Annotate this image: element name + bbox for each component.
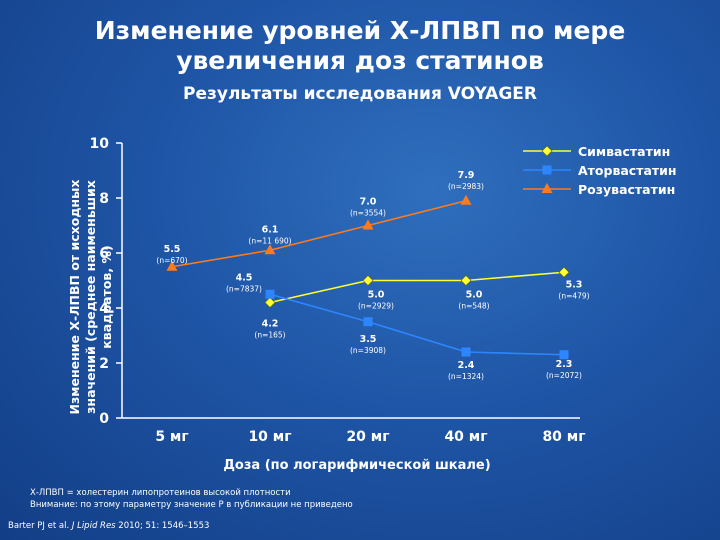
reference-authors: Barter PJ et al.	[8, 521, 72, 531]
y-tick-label: 8	[99, 191, 109, 207]
rosuvastatin-value-label: 7.0	[360, 197, 377, 208]
simvastatin-value-label: 4.2	[262, 319, 279, 330]
rosuvastatin-value-label: 6.1	[262, 224, 279, 235]
simvastatin-value-label: 5.0	[466, 290, 483, 301]
reference-journal: J Lipid Res	[71, 521, 116, 531]
atorvastatin-point	[265, 289, 275, 299]
slide-subtitle: Результаты исследования VOYAGER	[183, 84, 537, 104]
rosuvastatin-point	[166, 260, 178, 271]
legend-marker-atorvastatin	[542, 165, 552, 175]
atorvastatin-n-label: (n=7837)	[226, 284, 262, 293]
title-line-2: увеличения доз статинов	[176, 46, 544, 75]
atorvastatin-value-label: 4.5	[236, 272, 253, 283]
atorvastatin-point	[559, 350, 569, 360]
y-tick-label: 10	[90, 136, 110, 152]
atorvastatin-n-label: (n=3908)	[350, 346, 386, 355]
rosuvastatin-value-label: 7.9	[458, 170, 475, 181]
x-tick-label: 20 мг	[346, 429, 389, 445]
simvastatin-value-label: 5.0	[368, 290, 385, 301]
simvastatin-point	[264, 297, 276, 308]
simvastatin-n-label: (n=2929)	[358, 302, 394, 311]
rosuvastatin-point	[460, 194, 472, 205]
legend-label-rosuvastatin: Розувастатин	[578, 182, 675, 197]
simvastatin-n-label: (n=165)	[254, 331, 285, 340]
simvastatin-point	[460, 275, 472, 286]
rosuvastatin-n-label: (n=2983)	[448, 182, 484, 191]
x-tick-label: 10 мг	[248, 429, 291, 445]
atorvastatin-value-label: 2.4	[458, 360, 475, 371]
atorvastatin-point	[363, 317, 373, 327]
x-tick-label: 80 мг	[542, 429, 585, 445]
rosuvastatin-line	[171, 199, 467, 268]
x-axis-label: Доза (по логарифмической шкале)	[223, 458, 490, 473]
atorvastatin-value-label: 3.5	[360, 334, 377, 345]
simvastatin-point	[558, 266, 570, 278]
legend-marker-simvastatin	[541, 145, 553, 157]
atorvastatin-n-label: (n=1324)	[448, 372, 484, 381]
x-tick-label: 5 мг	[155, 429, 188, 445]
simvastatin-line	[269, 271, 565, 304]
title-line-1: Изменение уровней Х-ЛПВП по мере	[94, 16, 626, 45]
atorvastatin-point	[461, 347, 471, 357]
y-tick-label: 0	[99, 411, 109, 427]
x-tick-label: 40 мг	[444, 429, 487, 445]
legend-label-simvastatin: Симвастатин	[578, 144, 670, 159]
reference-citation: Barter PJ et al. J Lipid Res 2010; 51: 1…	[8, 521, 209, 531]
rosuvastatin-value-label: 5.5	[164, 244, 181, 255]
simvastatin-n-label: (n=479)	[558, 291, 589, 300]
rosuvastatin-point	[264, 244, 276, 255]
simvastatin-n-label: (n=548)	[458, 302, 489, 311]
rosuvastatin-n-label: (n=11 690)	[248, 236, 291, 245]
slide-title: Изменение уровней Х-ЛПВП по мере увеличе…	[0, 16, 720, 76]
atorvastatin-n-label: (n=2072)	[546, 371, 582, 380]
rosuvastatin-n-label: (n=3554)	[350, 209, 386, 218]
reference-details: 2010; 51: 1546–1553	[115, 521, 210, 531]
y-tick-label: 2	[99, 356, 109, 372]
simvastatin-point	[362, 275, 374, 286]
simvastatin-value-label: 5.3	[566, 279, 583, 290]
rosuvastatin-n-label: (n=670)	[156, 256, 187, 265]
legend-marker-rosuvastatin	[541, 183, 553, 193]
atorvastatin-line	[269, 293, 565, 356]
footnote-p-value-note: Внимание: по этому параметру значение P …	[30, 500, 353, 510]
legend-label-atorvastatin: Аторвастатин	[578, 163, 677, 178]
footnote-hdl-definition: Х-ЛПВП = холестерин липопротеинов высоко…	[30, 488, 291, 498]
atorvastatin-value-label: 2.3	[556, 359, 573, 370]
y-tick-label: 6	[99, 246, 109, 262]
rosuvastatin-point	[362, 219, 374, 230]
y-tick-label: 4	[99, 301, 109, 317]
